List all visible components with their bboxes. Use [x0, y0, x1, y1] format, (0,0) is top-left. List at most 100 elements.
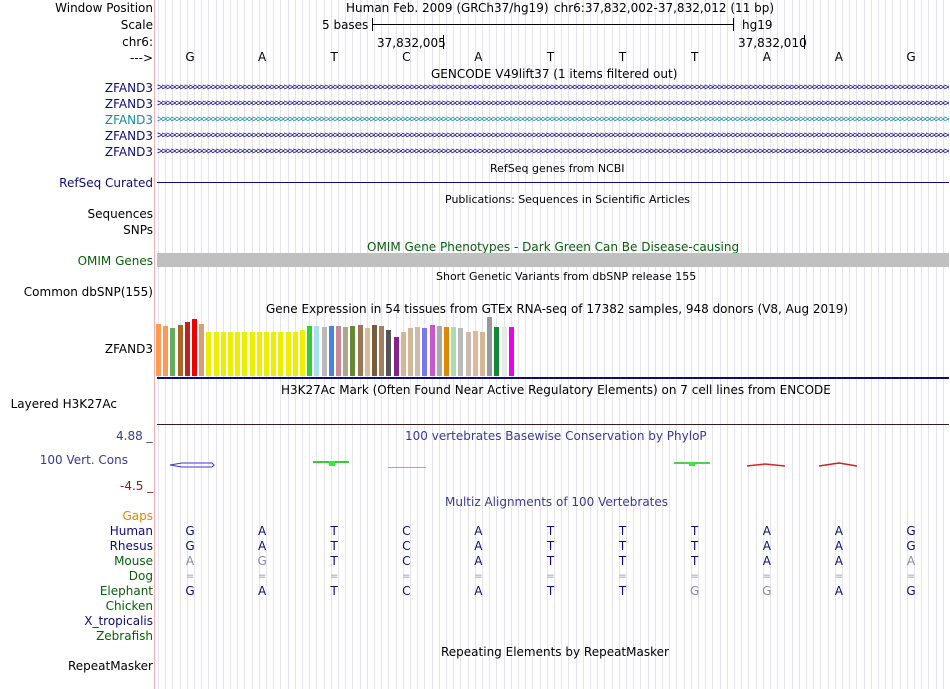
gencode-transcript[interactable]: >>>>>>>>>>>>>>>>>>>>>>>>>>>>>>>>>>>>>>>>…	[157, 82, 949, 93]
gtex-tissue-bar[interactable]	[235, 332, 241, 376]
gtex-tissue-bar[interactable]	[357, 325, 363, 376]
gtex-tissue-bar[interactable]	[256, 332, 262, 376]
gtex-tissue-bar[interactable]	[170, 328, 176, 376]
gtex-tissue-bar[interactable]	[321, 327, 327, 376]
grid-line	[539, 0, 541, 689]
multiz-species-label[interactable]: Human	[109, 524, 153, 538]
multiz-species-label[interactable]: Rhesus	[109, 539, 153, 553]
gtex-expression-bars[interactable]	[155, 310, 555, 376]
multiz-species-label[interactable]: Chicken	[105, 599, 153, 613]
gtex-tissue-bar[interactable]	[451, 327, 457, 376]
ruler-position-2: 37,832,010	[738, 36, 807, 50]
grid-line	[554, 0, 555, 689]
multiz-base: =	[546, 571, 555, 582]
gtex-tissue-bar[interactable]	[242, 332, 248, 376]
gtex-tissue-bar[interactable]	[206, 332, 212, 376]
gtex-tissue-bar[interactable]	[415, 327, 421, 376]
grid-line	[748, 0, 750, 689]
gtex-tissue-bar[interactable]	[220, 332, 226, 376]
gencode-transcript[interactable]: >>>>>>>>>>>>>>>>>>>>>>>>>>>>>>>>>>>>>>>>…	[157, 98, 949, 109]
gtex-tissue-bar[interactable]	[328, 326, 334, 376]
multiz-species-label[interactable]: Elephant	[99, 584, 153, 598]
gtex-tissue-bar[interactable]	[501, 327, 507, 376]
grid-line	[561, 0, 563, 689]
ruler-position-1: 37,832,005	[377, 36, 446, 50]
grid-line	[683, 0, 685, 689]
gtex-tissue-bar[interactable]	[278, 332, 284, 376]
common-dbsnp-label[interactable]: Common dbSNP(155)	[23, 285, 153, 299]
gtex-tissue-bar[interactable]	[458, 328, 464, 376]
gtex-tissue-bar[interactable]	[285, 332, 291, 376]
gtex-tissue-bar[interactable]	[228, 332, 233, 376]
multiz-species-label[interactable]: Zebrafish	[96, 629, 153, 643]
gencode-track-label[interactable]: ZFAND3	[104, 145, 153, 159]
gtex-tissue-bar[interactable]	[429, 325, 435, 376]
gtex-tissue-bar[interactable]	[156, 324, 161, 376]
gtex-tissue-bar[interactable]	[336, 326, 341, 376]
gtex-tissue-bar[interactable]	[177, 325, 183, 376]
gtex-tissue-bar[interactable]	[480, 332, 485, 376]
gencode-title: GENCODE V49lift37 (1 items filtered out)	[431, 67, 678, 81]
refseq-curated-label[interactable]: RefSeq Curated	[59, 176, 153, 190]
gencode-track-label[interactable]: ZFAND3	[104, 129, 153, 143]
gtex-tissue-bar[interactable]	[292, 332, 298, 376]
gtex-tissue-bar[interactable]	[343, 327, 349, 376]
gtex-tissue-bar[interactable]	[436, 326, 442, 376]
gencode-transcript[interactable]: >>>>>>>>>>>>>>>>>>>>>>>>>>>>>>>>>>>>>>>>…	[157, 146, 949, 157]
gtex-tissue-bar[interactable]	[249, 332, 255, 376]
gtex-tissue-bar[interactable]	[487, 317, 493, 376]
multiz-base: C	[402, 584, 411, 598]
gtex-tissue-bar[interactable]	[264, 332, 269, 376]
gtex-tissue-bar[interactable]	[199, 324, 205, 376]
ruler-base: A	[834, 50, 843, 64]
gtex-tissue-bar[interactable]	[444, 327, 449, 376]
multiz-species-label[interactable]: X_tropicalis	[84, 614, 153, 628]
sequences-label[interactable]: Sequences	[87, 207, 153, 221]
multiz-base: A	[762, 554, 771, 568]
layered-h3k27ac-label[interactable]: Layered H3K27Ac	[10, 397, 117, 411]
refseq-title: RefSeq genes from NCBI	[490, 162, 625, 175]
gtex-tissue-bar[interactable]	[192, 319, 197, 376]
gtex-tissue-bar[interactable]	[393, 337, 399, 376]
gtex-tissue-bar[interactable]	[386, 330, 392, 376]
gencode-track-label[interactable]: ZFAND3	[104, 113, 153, 127]
gaps-label[interactable]: Gaps	[122, 509, 153, 523]
gtex-tissue-bar[interactable]	[508, 327, 514, 376]
gtex-tissue-bar[interactable]	[400, 332, 406, 376]
gtex-tissue-bar[interactable]	[494, 327, 500, 376]
gtex-tissue-bar[interactable]	[184, 322, 190, 376]
multiz-species-label[interactable]: Mouse	[114, 554, 153, 568]
multiz-base: T	[691, 524, 699, 538]
multiz-species-label[interactable]: Dog	[128, 569, 153, 583]
snps-label[interactable]: SNPs	[123, 223, 153, 237]
refseq-gene-line[interactable]	[157, 182, 949, 183]
gtex-tissue-bar[interactable]	[163, 326, 169, 376]
gtex-tissue-bar[interactable]	[472, 331, 478, 376]
gtex-tissue-bar[interactable]	[372, 325, 377, 376]
gtex-tissue-bar[interactable]	[379, 326, 385, 376]
repeatmasker-label[interactable]: RepeatMasker	[67, 659, 153, 673]
gtex-tissue-bar[interactable]	[350, 326, 356, 376]
gtex-tissue-bar[interactable]	[314, 326, 320, 376]
ruler-tick-2	[804, 35, 805, 49]
gtex-tissue-bar[interactable]	[307, 326, 313, 376]
gtex-tissue-bar[interactable]	[271, 332, 277, 376]
grid-line	[892, 0, 894, 689]
gtex-gene-label[interactable]: ZFAND3	[104, 342, 153, 356]
gtex-tissue-bar[interactable]	[364, 328, 370, 376]
gtex-tissue-bar[interactable]	[465, 332, 471, 376]
gencode-track-label[interactable]: ZFAND3	[104, 81, 153, 95]
gtex-tissue-bar[interactable]	[422, 328, 428, 376]
omim-genes-label[interactable]: OMIM Genes	[77, 254, 153, 268]
gtex-tissue-bar[interactable]	[300, 330, 305, 376]
omim-gene-bar[interactable]	[157, 253, 949, 267]
grid-line	[849, 0, 851, 689]
gencode-transcript[interactable]: >>>>>>>>>>>>>>>>>>>>>>>>>>>>>>>>>>>>>>>>…	[157, 114, 949, 125]
vert-cons-label[interactable]: 100 Vert. Cons	[39, 453, 128, 467]
gtex-tissue-bar[interactable]	[408, 328, 413, 376]
phylop-wiggle[interactable]	[157, 455, 949, 475]
gencode-transcript[interactable]: >>>>>>>>>>>>>>>>>>>>>>>>>>>>>>>>>>>>>>>>…	[157, 130, 949, 141]
gtex-tissue-bar[interactable]	[213, 332, 219, 376]
gencode-track-label[interactable]: ZFAND3	[104, 97, 153, 111]
